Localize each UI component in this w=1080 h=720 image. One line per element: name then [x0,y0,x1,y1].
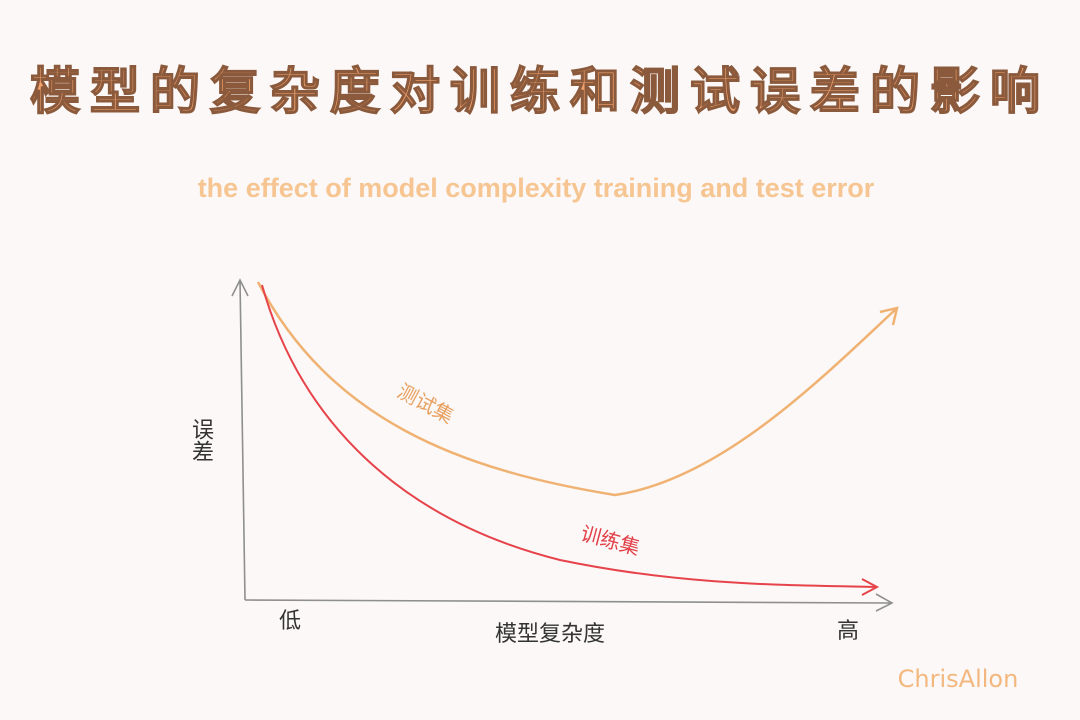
signature: ChrisAllon [898,665,1019,693]
x-axis [244,593,894,612]
x-low-label: 低 [279,609,301,634]
subtitle: the effect of model complexity training … [198,173,875,203]
test-curve [256,281,899,497]
y-axis [231,278,249,601]
x-axis-label: 模型复杂度 [495,622,605,647]
axes [231,278,894,612]
x-high-label: 高 [837,619,859,644]
y-axis-label: 误差 [188,418,214,462]
title: 模型的复杂度对训练和测试误差的影响 [30,63,1050,121]
train-curve [261,284,880,596]
